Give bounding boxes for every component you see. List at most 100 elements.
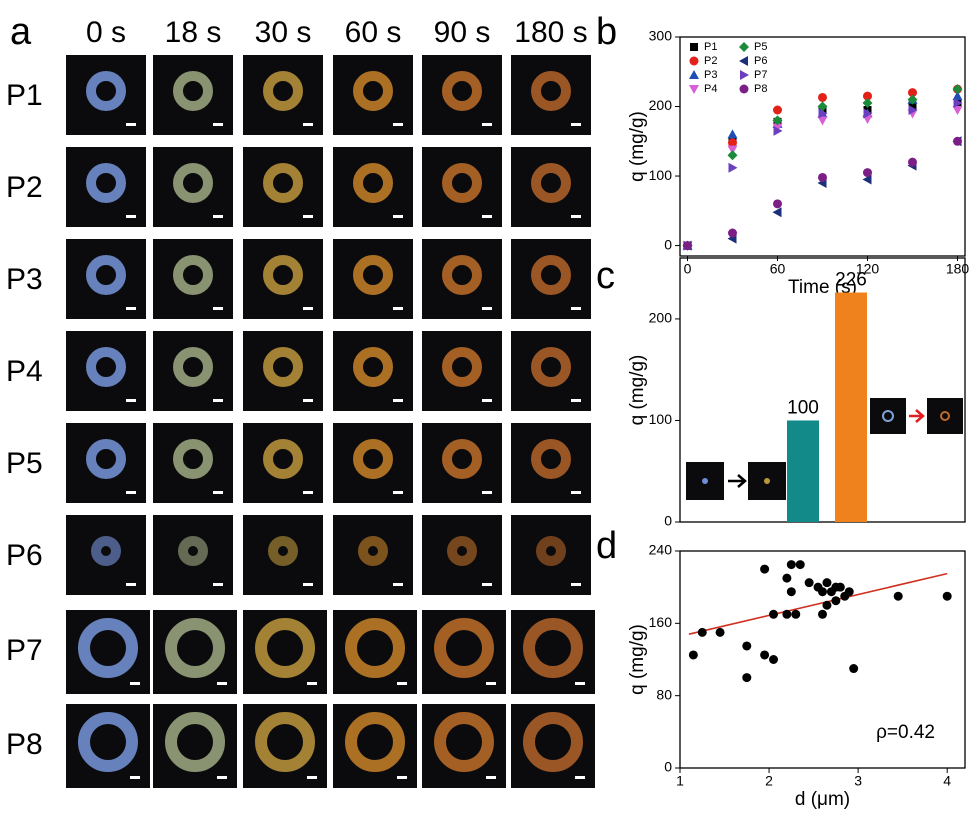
scale-bar — [126, 399, 136, 402]
legend-label: P3 — [704, 69, 717, 81]
y-tick-label: 240 — [649, 542, 673, 558]
point — [689, 650, 698, 659]
point — [849, 664, 858, 673]
scale-bar — [303, 491, 313, 494]
plot-frame — [680, 37, 965, 256]
point — [787, 560, 796, 569]
scale-bar — [393, 215, 403, 218]
row-label: P7 — [6, 634, 43, 667]
point — [773, 199, 782, 208]
point — [822, 601, 831, 610]
point — [742, 673, 751, 682]
y-axis-label: q (mg/g) — [627, 355, 648, 426]
scale-bar — [213, 583, 223, 586]
legend-marker — [689, 85, 699, 94]
figure: a 0 s18 s30 s60 s90 s180 sP1P2P3P4P5P6P7… — [0, 0, 972, 815]
scale-bar — [482, 491, 492, 494]
y-tick-label: 300 — [649, 28, 673, 44]
scale-bar — [571, 583, 581, 586]
scale-bar — [126, 307, 136, 310]
scale-bar — [126, 123, 136, 126]
scale-bar — [397, 682, 407, 685]
row-label: P3 — [6, 263, 43, 296]
scale-bar — [486, 682, 496, 685]
scale-bar — [213, 307, 223, 310]
y-tick-label: 0 — [664, 236, 672, 252]
image-grid — [66, 55, 595, 788]
scale-bar — [482, 307, 492, 310]
scale-bar — [307, 682, 317, 685]
point — [943, 592, 952, 601]
point — [908, 158, 917, 167]
scale-bar — [393, 307, 403, 310]
scale-bar — [571, 215, 581, 218]
row-label: P1 — [6, 79, 43, 112]
point — [818, 610, 827, 619]
point — [728, 229, 737, 238]
point — [683, 241, 692, 250]
y-tick-label: 0 — [664, 759, 672, 775]
legend-label: P6 — [754, 55, 767, 67]
scale-bar — [393, 491, 403, 494]
column-label: 90 s — [434, 16, 491, 49]
panel-letter: d — [596, 525, 617, 567]
scale-bar — [303, 583, 313, 586]
legend-marker — [689, 70, 699, 79]
point — [796, 560, 805, 569]
point — [953, 84, 963, 94]
scale-bar — [486, 776, 496, 779]
y-tick-label: 200 — [649, 310, 673, 326]
inset-left — [686, 462, 786, 500]
inset-right — [870, 398, 963, 434]
column-label: 180 s — [514, 16, 587, 49]
legend-marker — [739, 42, 749, 52]
point — [953, 137, 962, 146]
scale-bar — [213, 491, 223, 494]
scale-bar — [217, 776, 227, 779]
row-label: P4 — [6, 355, 43, 388]
point — [791, 610, 800, 619]
row-label: P2 — [6, 171, 43, 204]
y-tick-label: 200 — [649, 97, 673, 113]
scale-bar — [482, 399, 492, 402]
point — [818, 93, 827, 102]
legend-marker — [739, 56, 748, 66]
point — [742, 641, 751, 650]
y-tick-label: 0 — [664, 513, 672, 529]
scale-bar — [571, 491, 581, 494]
scale-bar — [482, 123, 492, 126]
point — [728, 129, 738, 138]
value-label: 226 — [835, 270, 867, 291]
scale-bar — [307, 776, 317, 779]
scale-bar — [571, 123, 581, 126]
legend-label: P8 — [754, 83, 767, 95]
y-tick-label: 160 — [649, 614, 673, 630]
scale-bar — [571, 399, 581, 402]
y-tick-label: 80 — [656, 686, 672, 702]
x-tick-label: 0 — [684, 261, 692, 277]
legend-label: P7 — [754, 69, 767, 81]
scale-bar — [303, 307, 313, 310]
point — [769, 610, 778, 619]
panel-letter: c — [596, 255, 615, 297]
row-label: P5 — [6, 447, 43, 480]
point — [773, 106, 782, 115]
column-label: 60 s — [345, 16, 402, 49]
point — [760, 650, 769, 659]
scale-bar — [126, 215, 136, 218]
point — [894, 592, 903, 601]
panel-letter: b — [596, 11, 617, 53]
legend-marker — [690, 43, 698, 51]
bar — [835, 293, 867, 522]
point — [831, 596, 840, 605]
y-tick-label: 100 — [649, 411, 673, 427]
legend-label: P2 — [704, 55, 717, 67]
scale-bar — [397, 776, 407, 779]
y-axis-label: q (mg/g) — [627, 111, 648, 182]
scale-bar — [126, 491, 136, 494]
scale-bar — [393, 123, 403, 126]
value-label: 100 — [787, 397, 819, 418]
bar — [787, 420, 819, 522]
point — [805, 578, 814, 587]
point — [782, 574, 791, 583]
